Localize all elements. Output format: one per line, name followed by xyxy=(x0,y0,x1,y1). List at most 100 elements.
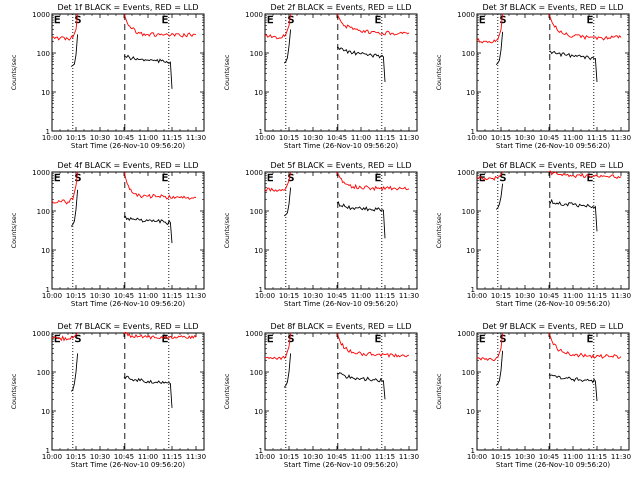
y-tick-label: 1000 xyxy=(245,169,263,177)
detector-panel-7: Det 7f BLACK = Events, RED = LLD Counts/s… xyxy=(10,322,206,469)
marker-letter: E xyxy=(375,334,381,345)
lld-series-line xyxy=(476,332,504,362)
events-series-line xyxy=(336,372,386,400)
x-tick-label: 11:15 xyxy=(162,292,182,300)
panel-title: Det 9f BLACK = Events, RED = LLD xyxy=(482,322,623,331)
y-tick-label: 100 xyxy=(37,50,50,58)
x-tick-label: 10:00 xyxy=(42,292,62,300)
events-series-line xyxy=(70,189,79,227)
marker-letter: E xyxy=(479,15,485,26)
lld-series-line xyxy=(123,331,197,340)
y-axis-label: Counts/sec xyxy=(223,212,231,248)
x-tick-label: 11:30 xyxy=(399,134,419,142)
marker-letter: S xyxy=(288,334,294,345)
marker-letter: E xyxy=(54,334,60,345)
y-tick-label: 1 xyxy=(259,447,263,455)
x-tick-label: 11:15 xyxy=(587,134,607,142)
events-series-line xyxy=(548,50,598,83)
x-tick-label: 10:30 xyxy=(90,134,110,142)
marker-letter: E xyxy=(267,15,273,26)
panel-title: Det 7f BLACK = Events, RED = LLD xyxy=(57,322,198,331)
lld-series-line xyxy=(476,171,503,182)
y-tick-label: 1 xyxy=(46,286,50,294)
y-axis-label: Counts/sec xyxy=(10,54,18,90)
y-axis-label: Counts/sec xyxy=(435,212,443,248)
y-tick-label: 100 xyxy=(462,208,475,216)
marker-letter: E xyxy=(162,173,168,184)
plot-frame xyxy=(51,332,205,451)
y-tick-label: 1 xyxy=(46,128,50,136)
events-series-line xyxy=(283,353,292,388)
marker-letter: S xyxy=(288,15,294,26)
x-axis-label: Start Time (26-Nov-10 09:56:20) xyxy=(284,461,398,469)
x-axis-label: Start Time (26-Nov-10 09:56:20) xyxy=(284,142,398,150)
plot-frame xyxy=(51,171,205,290)
y-axis-label: Counts/sec xyxy=(10,212,18,248)
y-tick-label: 100 xyxy=(37,208,50,216)
panel-title: Det 5f BLACK = Events, RED = LLD xyxy=(270,161,411,170)
x-tick-label: 10:15 xyxy=(66,292,86,300)
x-tick-label: 10:30 xyxy=(515,453,535,461)
x-tick-label: 10:00 xyxy=(467,292,487,300)
y-tick-label: 1000 xyxy=(32,330,50,338)
x-tick-label: 11:30 xyxy=(611,292,631,300)
y-tick-label: 10 xyxy=(254,408,263,416)
y-tick-label: 10 xyxy=(41,247,50,255)
y-tick-label: 10 xyxy=(254,89,263,97)
y-tick-label: 10 xyxy=(466,247,475,255)
x-tick-label: 11:15 xyxy=(375,292,395,300)
y-tick-label: 100 xyxy=(37,369,50,377)
lld-series-line xyxy=(51,171,79,205)
marker-letter: E xyxy=(267,173,273,184)
events-series-line xyxy=(495,350,504,386)
x-tick-label: 11:00 xyxy=(563,134,583,142)
marker-letter: S xyxy=(500,15,506,26)
y-tick-label: 1 xyxy=(259,286,263,294)
y-axis-label: Counts/sec xyxy=(10,373,18,409)
x-tick-label: 11:30 xyxy=(186,453,206,461)
x-tick-label: 11:15 xyxy=(162,134,182,142)
lld-series-line xyxy=(548,332,622,359)
lld-series-line xyxy=(51,13,79,41)
x-tick-label: 11:00 xyxy=(563,453,583,461)
lld-series-line xyxy=(51,332,78,342)
panel-title: Det 3f BLACK = Events, RED = LLD xyxy=(482,3,623,12)
detector-panel-1: Det 1f BLACK = Events, RED = LLD Counts/s… xyxy=(10,3,206,150)
y-axis-label: Counts/sec xyxy=(223,54,231,90)
x-tick-label: 11:00 xyxy=(138,453,158,461)
events-series-line xyxy=(70,353,79,392)
x-tick-label: 11:00 xyxy=(138,134,158,142)
x-tick-label: 11:30 xyxy=(399,453,419,461)
x-axis-label: Start Time (26-Nov-10 09:56:20) xyxy=(71,461,185,469)
y-tick-label: 1 xyxy=(471,286,475,294)
y-tick-label: 1000 xyxy=(32,169,50,177)
x-tick-label: 11:30 xyxy=(186,134,206,142)
events-series-line xyxy=(70,34,79,67)
x-tick-label: 10:45 xyxy=(327,292,347,300)
marker-letter: E xyxy=(54,173,60,184)
x-tick-label: 10:00 xyxy=(467,453,487,461)
events-series-line xyxy=(495,183,504,210)
events-series-line xyxy=(336,201,386,239)
lld-series-line xyxy=(476,13,504,44)
y-tick-label: 100 xyxy=(250,369,263,377)
detector-panel-6: Det 6f BLACK = Events, RED = LLD Counts/s… xyxy=(435,161,631,308)
x-tick-label: 11:15 xyxy=(587,292,607,300)
detector-panel-5: Det 5f BLACK = Events, RED = LLD Counts/s… xyxy=(223,161,419,308)
lld-series-line xyxy=(264,13,292,40)
plot-frame xyxy=(476,332,630,451)
y-tick-label: 1000 xyxy=(457,11,475,19)
marker-letter: E xyxy=(162,334,168,345)
marker-letter: S xyxy=(500,173,506,184)
events-series-line xyxy=(283,29,292,64)
lld-series-line xyxy=(548,170,622,180)
x-tick-label: 10:30 xyxy=(90,292,110,300)
plot-frame xyxy=(264,171,418,290)
marker-letter: E xyxy=(587,15,593,26)
y-tick-label: 1000 xyxy=(245,11,263,19)
events-series-line xyxy=(283,187,292,217)
y-tick-label: 10 xyxy=(466,89,475,97)
x-tick-label: 10:45 xyxy=(327,134,347,142)
panel-title: Det 2f BLACK = Events, RED = LLD xyxy=(270,3,411,12)
x-tick-label: 10:15 xyxy=(279,134,299,142)
